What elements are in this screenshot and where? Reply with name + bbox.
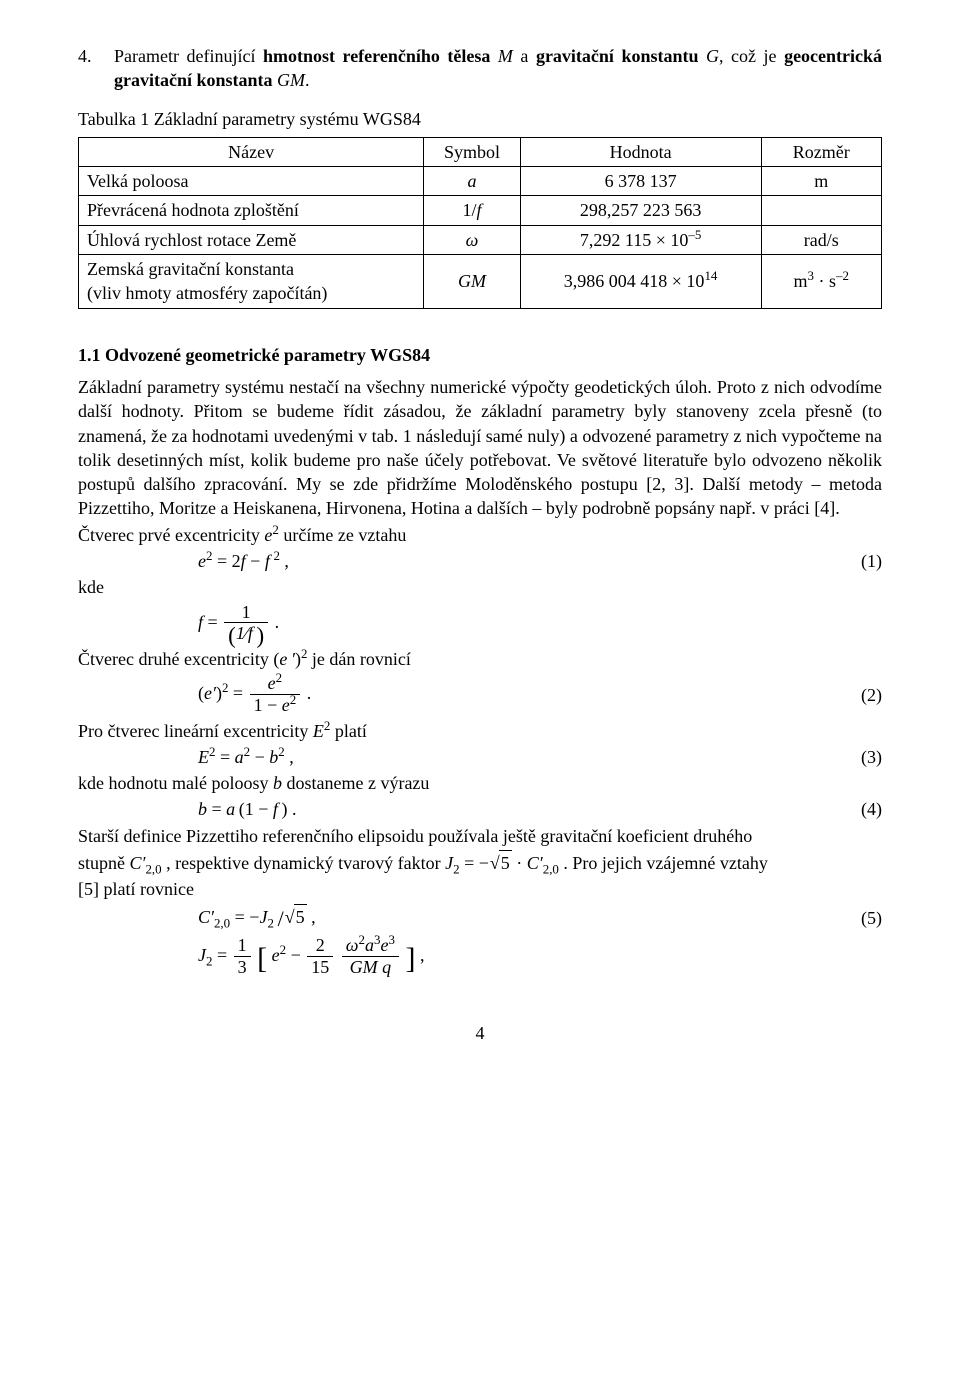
eq3-body: E2 = a2 − b2 ,	[198, 745, 842, 769]
table-cell: ω	[424, 225, 520, 254]
table-caption: Tabulka 1 Základní parametry systému WGS…	[78, 107, 882, 131]
paragraph-intro: Základní parametry systému nestačí na vš…	[78, 375, 882, 521]
table-cell: m	[761, 167, 881, 196]
eq2-num: (2)	[842, 683, 882, 707]
table-row: Převrácená hodnota zploštění1/f298,257 2…	[79, 196, 882, 225]
table-row: Úhlová rychlost rotace Zeměω7,292 115 × …	[79, 225, 882, 254]
table-cell: m3 · s–2	[761, 255, 881, 309]
eq5-num: (5)	[842, 906, 882, 930]
table-body: Velká poloosaa6 378 137mPřevrácená hodno…	[79, 167, 882, 308]
equation-J2: J2 = 13 [ e2 − 215 ω2a3e3 GM q ] ,	[78, 935, 882, 978]
equation-4: b = a (1 − f ) . (4)	[78, 797, 882, 821]
equation-1: e2 = 2f − f 2 , (1)	[78, 549, 882, 573]
table-cell: Velká poloosa	[79, 167, 424, 196]
line-eprime-intro: Čtverec druhé excentricity (e ′)2 je dán…	[78, 647, 882, 671]
line-piz3: [5] platí rovnice	[78, 877, 882, 901]
line-b-intro: kde hodnotu malé poloosy b dostaneme z v…	[78, 771, 882, 795]
table-header-cell: Rozměr	[761, 137, 881, 166]
eq3-num: (3)	[842, 745, 882, 769]
table-cell: rad/s	[761, 225, 881, 254]
table-header-cell: Hodnota	[520, 137, 761, 166]
line-E-intro: Pro čtverec lineární excentricity E2 pla…	[78, 719, 882, 743]
list-item-4: 4. Parametr definující hmotnost referenč…	[78, 44, 882, 93]
line-piz1: Starší definice Pizzettiho referenčního …	[78, 824, 882, 848]
line-piz2: stupně C′2,0 , respektive dynamický tvar…	[78, 850, 882, 875]
line-kde: kde	[78, 575, 882, 599]
subsection-heading: 1.1 Odvozené geometrické parametry WGS84	[78, 343, 882, 367]
table-row: Zemská gravitační konstanta(vliv hmoty a…	[79, 255, 882, 309]
eq2-body: (e′)2 = e2 1 − e2 .	[198, 673, 842, 716]
eq1-num: (1)	[842, 549, 882, 573]
line-e2-intro: Čtverec prvé excentricity e2 určíme ze v…	[78, 523, 882, 547]
page-number: 4	[78, 1021, 882, 1045]
piz2-b: , respektive dynamický tvarový faktor	[166, 853, 445, 873]
table-header-cell: Symbol	[424, 137, 520, 166]
table-header-cell: Název	[79, 137, 424, 166]
equation-3: E2 = a2 − b2 , (3)	[78, 745, 882, 769]
equation-2: (e′)2 = e2 1 − e2 . (2)	[78, 673, 882, 716]
eq4-body: b = a (1 − f ) .	[198, 797, 842, 821]
table-cell: 298,257 223 563	[520, 196, 761, 225]
eq4-num: (4)	[842, 797, 882, 821]
equation-f: f = 1 (1⁄f ) .	[78, 602, 882, 645]
equation-5: C′2,0 = −J2 /5 , (5)	[78, 904, 882, 934]
table-cell: Zemská gravitační konstanta(vliv hmoty a…	[79, 255, 424, 309]
table-cell: 1/f	[424, 196, 520, 225]
table-cell	[761, 196, 881, 225]
table-cell: a	[424, 167, 520, 196]
parameter-table: NázevSymbolHodnotaRozměr Velká poloosaa6…	[78, 137, 882, 309]
table-row: Velká poloosaa6 378 137m	[79, 167, 882, 196]
eq-f-body: f = 1 (1⁄f ) .	[198, 602, 842, 645]
table-cell: 6 378 137	[520, 167, 761, 196]
table-cell: 7,292 115 × 10–5	[520, 225, 761, 254]
table-cell: 3,986 004 418 × 1014	[520, 255, 761, 309]
eq1-body: e2 = 2f − f 2 ,	[78, 549, 842, 573]
table-cell: GM	[424, 255, 520, 309]
page: 4. Parametr definující hmotnost referenč…	[0, 0, 960, 1075]
piz2-c: . Pro jejich vzájemné vztahy	[563, 853, 767, 873]
table-cell: Úhlová rychlost rotace Země	[79, 225, 424, 254]
eqJ2-body: J2 = 13 [ e2 − 215 ω2a3e3 GM q ] ,	[198, 935, 842, 978]
list-body: Parametr definující hmotnost referenčníh…	[114, 44, 882, 93]
list-number: 4.	[78, 44, 114, 93]
piz2-a: stupně	[78, 853, 130, 873]
table-head: NázevSymbolHodnotaRozměr	[79, 137, 882, 166]
table-cell: Převrácená hodnota zploštění	[79, 196, 424, 225]
eq5-body: C′2,0 = −J2 /5 ,	[198, 904, 842, 934]
